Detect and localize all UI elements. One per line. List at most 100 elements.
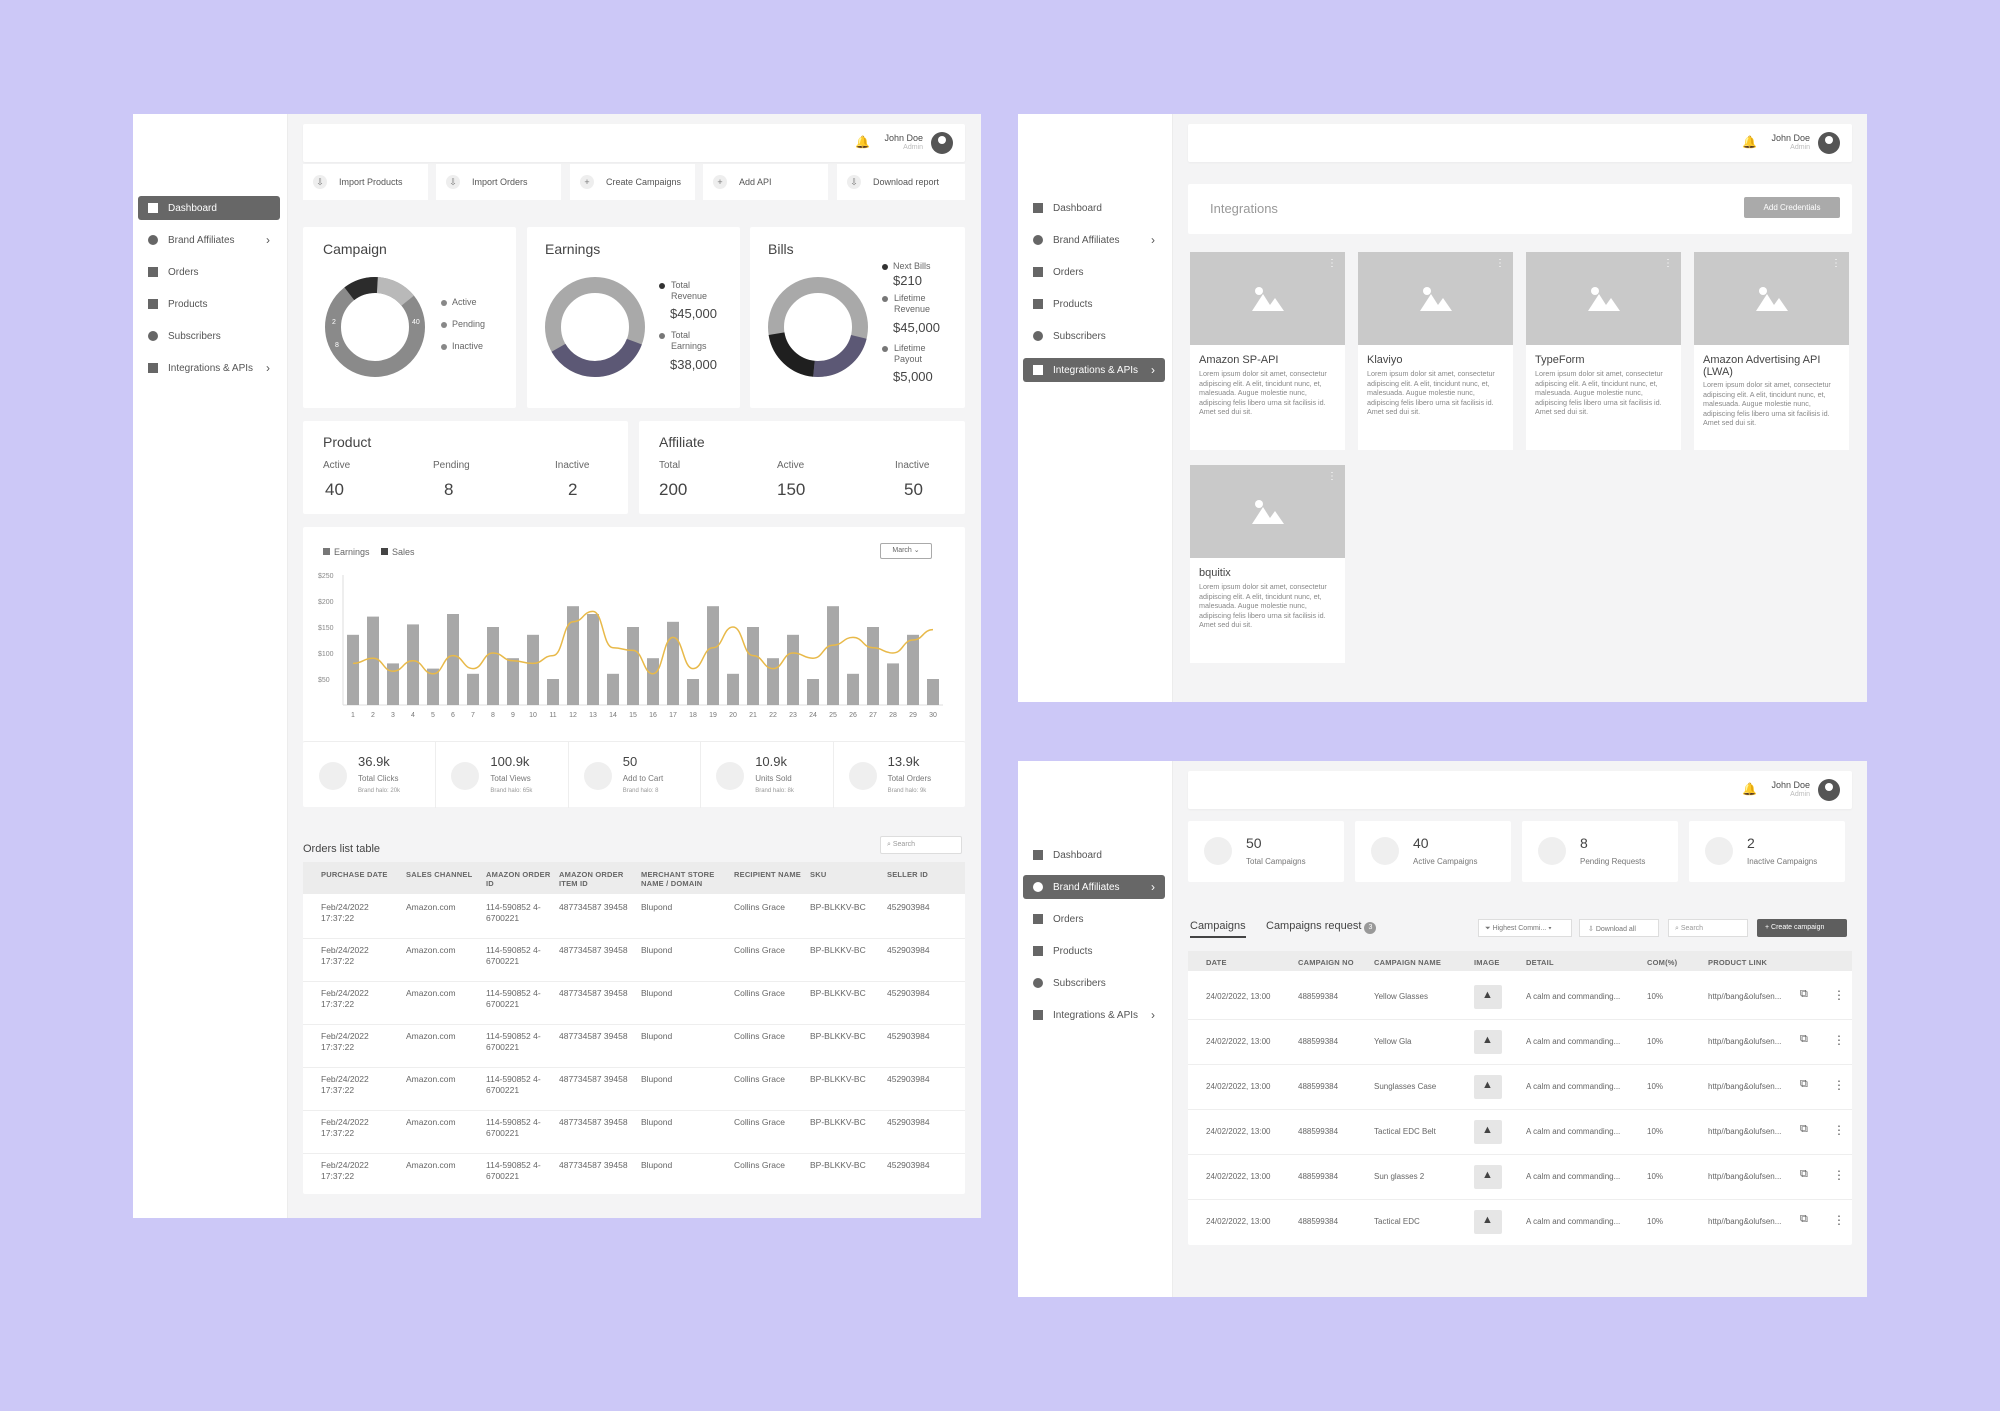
campaign-search-input[interactable]: ⌕ Search (1668, 919, 1748, 937)
user-menu[interactable]: John Doe Admin (1771, 132, 1840, 154)
table-cell: Feb/24/2022 17:37:22 (321, 1160, 369, 1181)
table-cell: 10% (1647, 1127, 1664, 1136)
copy-icon[interactable]: ⧉ (1800, 1168, 1808, 1180)
download-report-button[interactable]: ⇩ Download report (837, 164, 965, 200)
import-products-button[interactable]: ⇩ Import Products (303, 164, 428, 200)
sidebar-item-dashboard[interactable]: Dashboard (1023, 843, 1165, 867)
sidebar-item-products[interactable]: Products (1023, 939, 1165, 963)
user-menu[interactable]: John Doe Admin (884, 132, 953, 154)
user-role: Admin (1790, 791, 1810, 798)
chevron-down-icon: ⌄ (913, 547, 920, 554)
table-row[interactable]: 24/02/2022, 13:00 488599384 Sunglasses Cas… (1188, 1067, 1852, 1107)
copy-icon[interactable]: ⧉ (1800, 1123, 1808, 1135)
integration-card[interactable]: ⋮ Amazon SP-API Lorem ipsum dolor sit amet… (1190, 252, 1345, 450)
avatar[interactable] (931, 132, 953, 154)
more-icon[interactable]: ⋮ (1663, 258, 1673, 269)
sort-value: Highest Commi... (1492, 925, 1547, 932)
sidebar-item-products[interactable]: Products (138, 292, 280, 316)
more-icon[interactable]: ⋮ (1495, 258, 1505, 269)
table-cell: 488599384 (1298, 1217, 1339, 1226)
bell-icon[interactable]: 🔔 (855, 135, 870, 149)
copy-icon[interactable]: ⧉ (1800, 1078, 1808, 1090)
import-orders-button[interactable]: ⇩ Import Orders (436, 164, 561, 200)
add-credentials-button[interactable]: Add Credentials (1744, 197, 1840, 218)
more-icon[interactable]: ⋮ (1833, 1213, 1845, 1227)
stat-sub: Brand halo: 9k (887, 788, 927, 794)
sidebar-item-integrations[interactable]: Integrations & APIs › (1023, 358, 1165, 382)
sidebar-item-label: Integrations & APIs (1053, 1009, 1139, 1021)
more-icon[interactable]: ⋮ (1327, 258, 1337, 269)
sidebar-item-subscribers[interactable]: Subscribers (1023, 971, 1165, 995)
create-campaigns-button[interactable]: + Create Campaigns (570, 164, 695, 200)
more-icon[interactable]: ⋮ (1327, 471, 1337, 482)
integrations-header: Integrations Add Credentials (1188, 184, 1852, 234)
table-row[interactable]: 24/02/2022, 13:00 488599384 Tactical EDC ▲ A… (1188, 1202, 1852, 1242)
campaigns-frame: Dashboard Brand Affiliates › Orders Produ… (1018, 761, 1867, 1297)
table-cell: 452903984 (887, 1160, 930, 1170)
table-row[interactable]: Feb/24/2022 17:37:22 Amazon.com 114-590852… (303, 1117, 965, 1157)
table-row[interactable]: Feb/24/2022 17:37:22 Amazon.com 114-590852… (303, 902, 965, 942)
more-icon[interactable]: ⋮ (1833, 1168, 1845, 1182)
sidebar-item-subscribers[interactable]: Subscribers (138, 324, 280, 348)
table-row[interactable]: Feb/24/2022 17:37:22 Amazon.com 114-590852… (303, 1031, 965, 1071)
table-row[interactable]: 24/02/2022, 13:00 488599384 Yellow Glasses… (1188, 977, 1852, 1017)
column-header: PURCHASE DATE (321, 870, 388, 879)
table-cell: A calm and commanding... (1526, 1127, 1621, 1136)
table-cell: 24/02/2022, 13:00 (1206, 1037, 1271, 1046)
tab-campaigns[interactable]: Campaigns (1190, 920, 1246, 938)
more-icon[interactable]: ⋮ (1833, 988, 1845, 1002)
campaign-label-2: 2 (332, 319, 336, 326)
orders-search[interactable]: ⌕ Search (880, 836, 962, 854)
stat-circle (451, 762, 480, 790)
table-row[interactable]: Feb/24/2022 17:37:22 Amazon.com 114-590852… (303, 945, 965, 985)
sidebar-item-orders[interactable]: Orders (138, 260, 280, 284)
integration-card[interactable]: ⋮ bquitix Lorem ipsum dolor sit amet, cons… (1190, 465, 1345, 663)
add-api-button[interactable]: + Add API (703, 164, 828, 200)
user-menu[interactable]: John Doe Admin (1771, 779, 1840, 801)
sidebar-item-brand-affiliates[interactable]: Brand Affiliates › (138, 228, 280, 252)
x-tick-label: 28 (889, 712, 897, 719)
more-icon[interactable]: ⋮ (1833, 1078, 1845, 1092)
table-cell: BP-BLKKV-BC (810, 1074, 866, 1084)
column-header: CAMPAIGN NAME (1374, 958, 1442, 967)
tab-campaigns-request[interactable]: Campaigns request 3 (1266, 920, 1377, 934)
bell-icon[interactable]: 🔔 (1742, 782, 1757, 796)
table-row[interactable]: Feb/24/2022 17:37:22 Amazon.com 114-590852… (303, 1160, 965, 1200)
sidebar-item-products[interactable]: Products (1023, 292, 1165, 316)
table-row[interactable]: Feb/24/2022 17:37:22 Amazon.com 114-590852… (303, 988, 965, 1028)
month-select[interactable]: March ⌄ (880, 543, 932, 559)
more-icon[interactable]: ⋮ (1831, 258, 1841, 269)
table-cell: 10% (1647, 1082, 1664, 1091)
copy-icon[interactable]: ⧉ (1800, 988, 1808, 1000)
sidebar-item-orders[interactable]: Orders (1023, 260, 1165, 284)
more-icon[interactable]: ⋮ (1833, 1123, 1845, 1137)
copy-icon[interactable]: ⧉ (1800, 1033, 1808, 1045)
sidebar-item-dashboard[interactable]: Dashboard (1023, 196, 1165, 220)
table-row[interactable]: 24/02/2022, 13:00 488599384 Yellow Gla ▲ A c… (1188, 1022, 1852, 1062)
integration-card[interactable]: ⋮ TypeForm Lorem ipsum dolor sit amet, con… (1526, 252, 1681, 450)
table-row[interactable]: 24/02/2022, 13:00 488599384 Tactical EDC B… (1188, 1112, 1852, 1152)
more-icon[interactable]: ⋮ (1833, 1033, 1845, 1047)
table-row[interactable]: Feb/24/2022 17:37:22 Amazon.com 114-590852… (303, 1074, 965, 1114)
create-campaign-button[interactable]: + Create campaign (1757, 919, 1847, 937)
avatar[interactable] (1818, 779, 1840, 801)
sidebar-item-orders[interactable]: Orders (1023, 907, 1165, 931)
integration-card[interactable]: ⋮ Klaviyo Lorem ipsum dolor sit amet, cons… (1358, 252, 1513, 450)
row-divider (303, 1024, 965, 1025)
bell-icon[interactable]: 🔔 (1742, 135, 1757, 149)
sidebar-item-integrations[interactable]: Integrations & APIs › (1023, 1003, 1165, 1027)
x-tick-label: 17 (669, 712, 677, 719)
image-placeholder-icon: ▲ (1482, 1124, 1493, 1136)
download-all-button[interactable]: ⇩ Download all (1579, 919, 1659, 937)
sidebar-item-brand-affiliates[interactable]: Brand Affiliates › (1023, 228, 1165, 252)
avatar[interactable] (1818, 132, 1840, 154)
sidebar-item-integrations[interactable]: Integrations & APIs › (138, 356, 280, 380)
sidebar-item-brand-affiliates[interactable]: Brand Affiliates › (1023, 875, 1165, 899)
copy-icon[interactable]: ⧉ (1800, 1213, 1808, 1225)
table-row[interactable]: 24/02/2022, 13:00 488599384 Sun glasses 2 ▲… (1188, 1157, 1852, 1197)
sort-select[interactable]: ⏷ Highest Commi... ▾ (1478, 919, 1572, 937)
sidebar-item-subscribers[interactable]: Subscribers (1023, 324, 1165, 348)
sidebar-item-dashboard[interactable]: Dashboard (138, 196, 280, 220)
stats-strip: 36.9k Total Clicks Brand halo: 20k 100.9k To… (303, 741, 965, 808)
integration-card[interactable]: ⋮ Amazon Advertising API (LWA) Lorem ipsum… (1694, 252, 1849, 450)
